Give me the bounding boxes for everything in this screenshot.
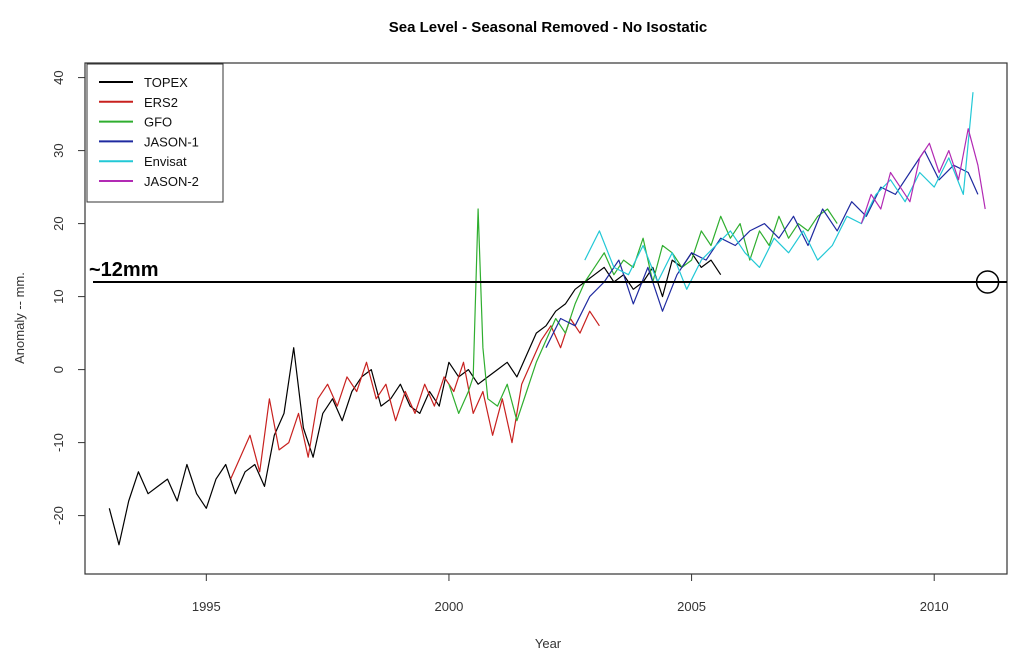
highlight-circle [975, 270, 1000, 294]
x-tick-label: 2005 [677, 599, 706, 614]
x-axis-label: Year [535, 636, 562, 651]
series-layer [108, 92, 986, 546]
y-axis-label: Anomaly -- mm. [12, 272, 27, 364]
x-axis: 1995 2000 2005 2010 [192, 574, 949, 614]
y-tick-label: -10 [51, 433, 66, 452]
plot-frame [84, 62, 1008, 575]
series-line-jason-1 [545, 150, 979, 348]
y-tick-label: 10 [51, 289, 66, 303]
y-tick-label: 30 [51, 143, 66, 157]
annotation-layer: ~12mm [89, 259, 1007, 294]
y-tick-label: 0 [51, 366, 66, 373]
legend-label: JASON-2 [144, 174, 199, 189]
series-line-gfo [448, 208, 838, 422]
y-axis: -20 -10 0 10 20 30 40 [51, 70, 85, 525]
x-tick-label: 2010 [920, 599, 949, 614]
legend-label: JASON-1 [144, 134, 199, 149]
chart-title: Sea Level - Seasonal Removed - No Isosta… [389, 19, 707, 36]
series-line-envisat [584, 92, 974, 290]
x-tick-label: 2000 [434, 599, 463, 614]
x-tick-label: 1995 [192, 599, 221, 614]
series-line-ers2 [230, 310, 600, 480]
legend-label: ERS2 [144, 95, 178, 110]
series-line-topex [108, 252, 722, 546]
legend-label: GFO [144, 115, 172, 130]
reference-line-label: ~12mm [89, 259, 159, 281]
legend-label: TOPEX [144, 75, 188, 90]
y-tick-label: 40 [51, 70, 66, 84]
legend: TOPEX ERS2 GFO JASON-1 Envisat JASON-2 [86, 63, 224, 203]
legend-box [86, 63, 224, 203]
legend-label: Envisat [144, 154, 187, 169]
y-tick-label: -20 [51, 506, 66, 525]
y-tick-label: 20 [51, 216, 66, 230]
series-line-jason-2 [860, 128, 986, 224]
